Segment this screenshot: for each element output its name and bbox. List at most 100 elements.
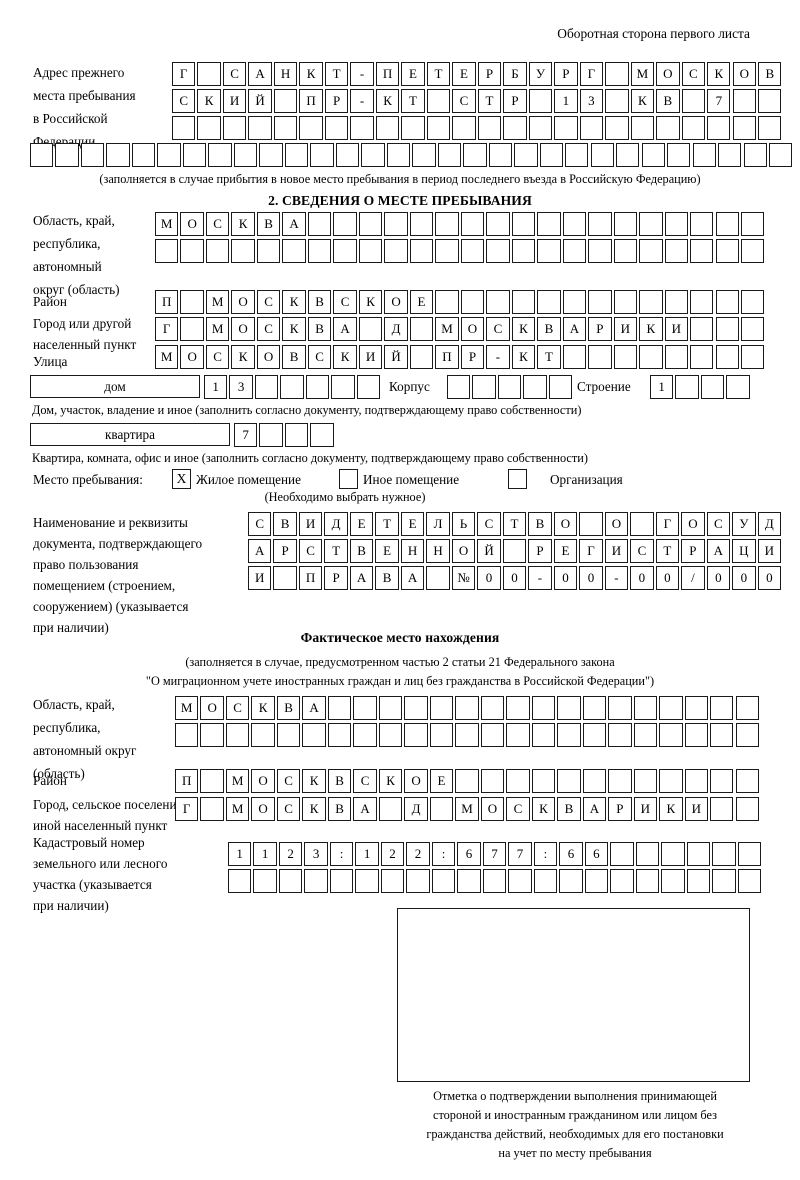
char-cell[interactable] bbox=[482, 869, 507, 893]
char-cell[interactable] bbox=[741, 317, 765, 341]
char-cell[interactable] bbox=[131, 143, 156, 167]
char-cell[interactable] bbox=[554, 116, 578, 140]
char-cell[interactable]: 2 bbox=[380, 842, 405, 866]
char-cell[interactable]: К bbox=[251, 696, 275, 720]
char-cell[interactable] bbox=[533, 869, 558, 893]
char-cell[interactable] bbox=[579, 116, 604, 140]
char-cell[interactable]: Й bbox=[248, 89, 272, 113]
char-cell[interactable]: Р bbox=[681, 539, 705, 563]
char-cell[interactable]: К bbox=[378, 769, 403, 793]
char-cell[interactable] bbox=[690, 345, 714, 369]
char-cell[interactable] bbox=[254, 375, 279, 399]
char-cell[interactable] bbox=[333, 239, 357, 263]
char-cell[interactable]: Т bbox=[502, 512, 527, 536]
char-cell[interactable] bbox=[613, 239, 638, 263]
char-cell[interactable] bbox=[511, 212, 536, 236]
char-cell[interactable] bbox=[584, 869, 609, 893]
char-cell[interactable]: 2 bbox=[278, 842, 303, 866]
char-cell[interactable]: С bbox=[205, 212, 230, 236]
char-cell[interactable] bbox=[233, 143, 258, 167]
char-cell[interactable] bbox=[506, 769, 530, 793]
char-cell[interactable] bbox=[488, 143, 513, 167]
char-cell[interactable]: И bbox=[757, 539, 781, 563]
char-cell[interactable] bbox=[305, 375, 330, 399]
char-cell[interactable] bbox=[707, 116, 731, 140]
char-cell[interactable] bbox=[429, 797, 454, 821]
char-cell[interactable] bbox=[588, 345, 612, 369]
char-cell[interactable] bbox=[511, 290, 536, 314]
char-cell[interactable] bbox=[463, 143, 487, 167]
char-cell[interactable] bbox=[741, 239, 765, 263]
char-cell[interactable]: С bbox=[477, 512, 501, 536]
char-cell[interactable]: - bbox=[528, 566, 552, 590]
char-cell[interactable] bbox=[429, 723, 454, 747]
char-cell[interactable]: П bbox=[435, 345, 459, 369]
char-cell[interactable]: Ь bbox=[451, 512, 476, 536]
char-cell[interactable]: Л bbox=[426, 512, 450, 536]
char-cell[interactable]: М bbox=[435, 317, 459, 341]
char-cell[interactable] bbox=[531, 696, 556, 720]
stay-type-checkbox-1[interactable] bbox=[339, 469, 358, 489]
char-cell[interactable]: : bbox=[329, 842, 354, 866]
char-cell[interactable]: 0 bbox=[579, 566, 603, 590]
char-cell[interactable] bbox=[426, 566, 450, 590]
char-cell[interactable] bbox=[324, 116, 349, 140]
char-cell[interactable] bbox=[299, 116, 323, 140]
char-cell[interactable]: П bbox=[175, 769, 199, 793]
char-cell[interactable]: Р bbox=[324, 89, 349, 113]
char-cell[interactable]: А bbox=[706, 539, 731, 563]
char-cell[interactable] bbox=[386, 143, 411, 167]
char-cell[interactable] bbox=[431, 869, 456, 893]
stay-type-checkbox-2[interactable] bbox=[508, 469, 527, 489]
char-cell[interactable]: Т bbox=[426, 62, 451, 86]
char-cell[interactable] bbox=[435, 290, 459, 314]
char-cell[interactable] bbox=[559, 869, 583, 893]
char-cell[interactable]: К bbox=[333, 345, 357, 369]
char-cell[interactable] bbox=[282, 239, 306, 263]
char-cell[interactable] bbox=[528, 89, 553, 113]
char-cell[interactable] bbox=[259, 143, 283, 167]
char-cell[interactable] bbox=[384, 239, 408, 263]
char-cell[interactable] bbox=[582, 696, 607, 720]
char-cell[interactable] bbox=[447, 375, 471, 399]
char-cell[interactable] bbox=[472, 375, 496, 399]
char-cell[interactable]: Г bbox=[579, 62, 604, 86]
char-cell[interactable] bbox=[659, 769, 683, 793]
char-cell[interactable] bbox=[557, 723, 581, 747]
char-cell[interactable] bbox=[412, 143, 436, 167]
char-cell[interactable]: Е bbox=[409, 290, 434, 314]
char-cell[interactable] bbox=[429, 696, 454, 720]
char-cell[interactable]: С bbox=[205, 345, 230, 369]
char-cell[interactable]: Е bbox=[429, 769, 454, 793]
char-cell[interactable] bbox=[259, 423, 283, 447]
char-cell[interactable]: С bbox=[256, 317, 281, 341]
char-cell[interactable] bbox=[635, 869, 660, 893]
char-cell[interactable]: А bbox=[582, 797, 607, 821]
char-cell[interactable] bbox=[613, 345, 638, 369]
char-cell[interactable]: 0 bbox=[655, 566, 680, 590]
char-cell[interactable]: / bbox=[681, 566, 705, 590]
char-cell[interactable]: И bbox=[248, 566, 272, 590]
char-cell[interactable] bbox=[358, 317, 383, 341]
char-cell[interactable] bbox=[406, 869, 430, 893]
char-cell[interactable]: 3 bbox=[579, 89, 604, 113]
char-cell[interactable] bbox=[506, 696, 530, 720]
char-cell[interactable]: М bbox=[455, 797, 479, 821]
char-cell[interactable] bbox=[664, 345, 688, 369]
char-cell[interactable] bbox=[460, 290, 485, 314]
char-cell[interactable] bbox=[605, 89, 629, 113]
char-cell[interactable] bbox=[684, 723, 708, 747]
char-cell[interactable] bbox=[741, 290, 765, 314]
char-cell[interactable]: И bbox=[604, 539, 629, 563]
char-cell[interactable]: 1 bbox=[253, 842, 277, 866]
char-cell[interactable] bbox=[404, 723, 428, 747]
char-cell[interactable] bbox=[715, 212, 739, 236]
stay-type-checkbox-0[interactable]: X bbox=[172, 469, 191, 489]
char-cell[interactable] bbox=[409, 239, 434, 263]
char-cell[interactable]: В bbox=[307, 290, 332, 314]
char-cell[interactable]: - bbox=[350, 62, 374, 86]
char-cell[interactable]: Д bbox=[384, 317, 408, 341]
char-cell[interactable]: А bbox=[353, 797, 377, 821]
char-cell[interactable]: Р bbox=[273, 539, 297, 563]
char-cell[interactable] bbox=[307, 212, 332, 236]
